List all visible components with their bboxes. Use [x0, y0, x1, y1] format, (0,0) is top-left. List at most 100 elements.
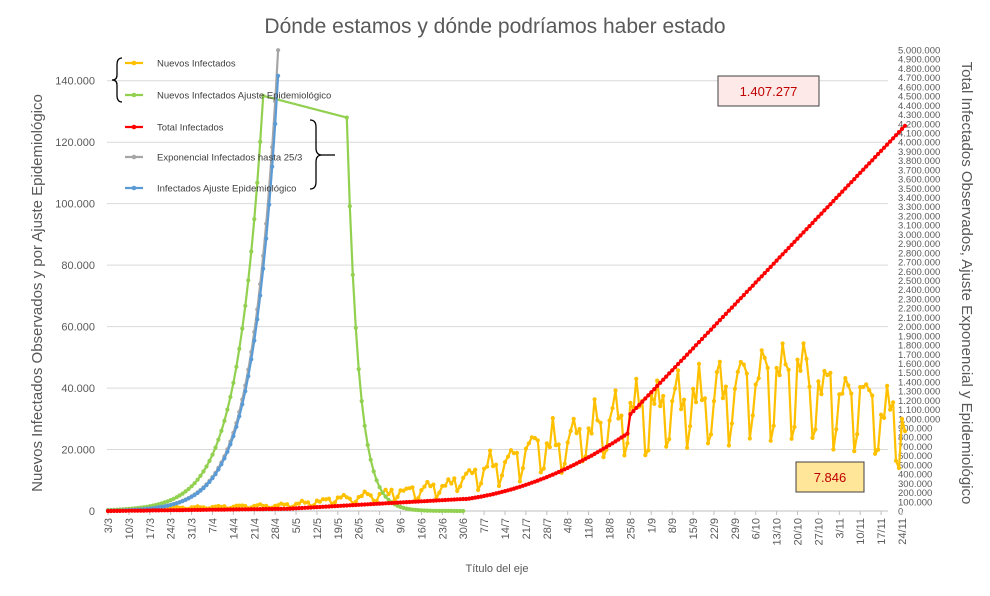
data-point [183, 489, 188, 494]
data-point [899, 416, 905, 421]
data-point [705, 441, 711, 446]
data-point [273, 121, 278, 126]
data-point [377, 501, 382, 506]
data-point [601, 455, 606, 460]
data-point [240, 326, 245, 331]
x-tick-label: 29/9 [730, 518, 742, 539]
data-point [717, 359, 723, 364]
data-point [655, 378, 660, 383]
data-point [747, 436, 752, 441]
data-point [204, 483, 209, 488]
data-point [846, 383, 851, 388]
data-point [210, 507, 215, 512]
y-left-tick-label: 80.000 [61, 260, 95, 272]
data-point [708, 327, 714, 332]
data-point [108, 508, 114, 514]
legend-label: Nuevos Infectados Ajuste Epidemiológico [157, 91, 331, 102]
data-point [655, 383, 660, 389]
x-tick-label: 23/6 [437, 518, 449, 539]
data-point [670, 368, 675, 373]
data-point [828, 370, 833, 375]
x-tick-label: 16/6 [416, 518, 428, 539]
data-point [270, 164, 275, 169]
data-point [750, 413, 755, 418]
data-point [855, 432, 860, 437]
data-point [144, 508, 149, 513]
data-point [520, 466, 526, 471]
data-point [261, 503, 266, 509]
data-point [443, 508, 448, 513]
data-point [317, 499, 322, 504]
data-point [893, 458, 899, 463]
legend-swatch-marker [131, 60, 137, 66]
y-right-tick-label: 300.000 [898, 479, 932, 490]
data-point [714, 321, 720, 326]
data-point [288, 506, 293, 511]
data-point [485, 464, 490, 469]
data-point [347, 503, 352, 508]
data-point [741, 293, 746, 298]
data-point [422, 484, 427, 489]
data-point [723, 384, 729, 389]
data-point [195, 490, 200, 496]
data-point [273, 506, 278, 511]
data-point [622, 433, 627, 438]
data-point [335, 495, 340, 500]
data-point [616, 416, 621, 421]
data-point [341, 492, 346, 498]
x-tick-label: 28/4 [270, 518, 282, 539]
data-point [640, 399, 645, 404]
data-point [879, 148, 884, 153]
data-point [276, 73, 281, 78]
data-point [780, 341, 785, 346]
data-point [320, 497, 325, 502]
y-right-tick-label: 0 [898, 507, 903, 518]
data-point [891, 400, 896, 405]
data-point [822, 368, 827, 374]
data-point [893, 133, 899, 138]
data-point [488, 448, 493, 453]
data-point [213, 472, 218, 477]
data-point [353, 499, 358, 504]
data-point [685, 445, 690, 450]
data-point [117, 508, 122, 513]
data-point [141, 508, 146, 513]
data-point [386, 492, 391, 497]
data-point [502, 460, 508, 465]
data-point [801, 341, 806, 346]
data-point [276, 48, 281, 53]
data-point [598, 420, 603, 425]
legend-label: Infectados Ajuste Epidemiológico [157, 184, 296, 195]
series-line [107, 342, 907, 513]
x-tick-label: 17/11 [876, 518, 888, 545]
data-point [323, 504, 328, 509]
data-point [296, 501, 302, 506]
y-right-tick-label: 4.000.000 [898, 138, 940, 149]
data-point [404, 500, 409, 505]
data-point [532, 436, 538, 441]
x-axis-title: Título del eje [466, 563, 529, 575]
data-point [365, 502, 370, 507]
data-point [619, 435, 624, 440]
y-right-tick-label: 4.100.000 [898, 128, 940, 139]
data-point [568, 428, 573, 433]
data-point [135, 508, 140, 513]
data-point [437, 508, 442, 513]
data-point [201, 486, 206, 491]
data-point [664, 374, 669, 379]
data-point [365, 442, 370, 448]
data-point [768, 438, 773, 443]
y-right-tick-label: 900.000 [898, 424, 932, 435]
data-point [902, 429, 908, 434]
data-point [550, 416, 555, 421]
data-point [464, 471, 469, 476]
data-point [386, 497, 391, 502]
data-point [350, 272, 355, 277]
data-point [896, 130, 902, 135]
y-right-tick-label: 2.800.000 [898, 248, 940, 259]
y-right-tick-label: 4.700.000 [898, 73, 940, 84]
data-point [395, 500, 400, 505]
data-point [410, 499, 415, 504]
data-point [589, 431, 594, 436]
data-point [762, 271, 767, 276]
